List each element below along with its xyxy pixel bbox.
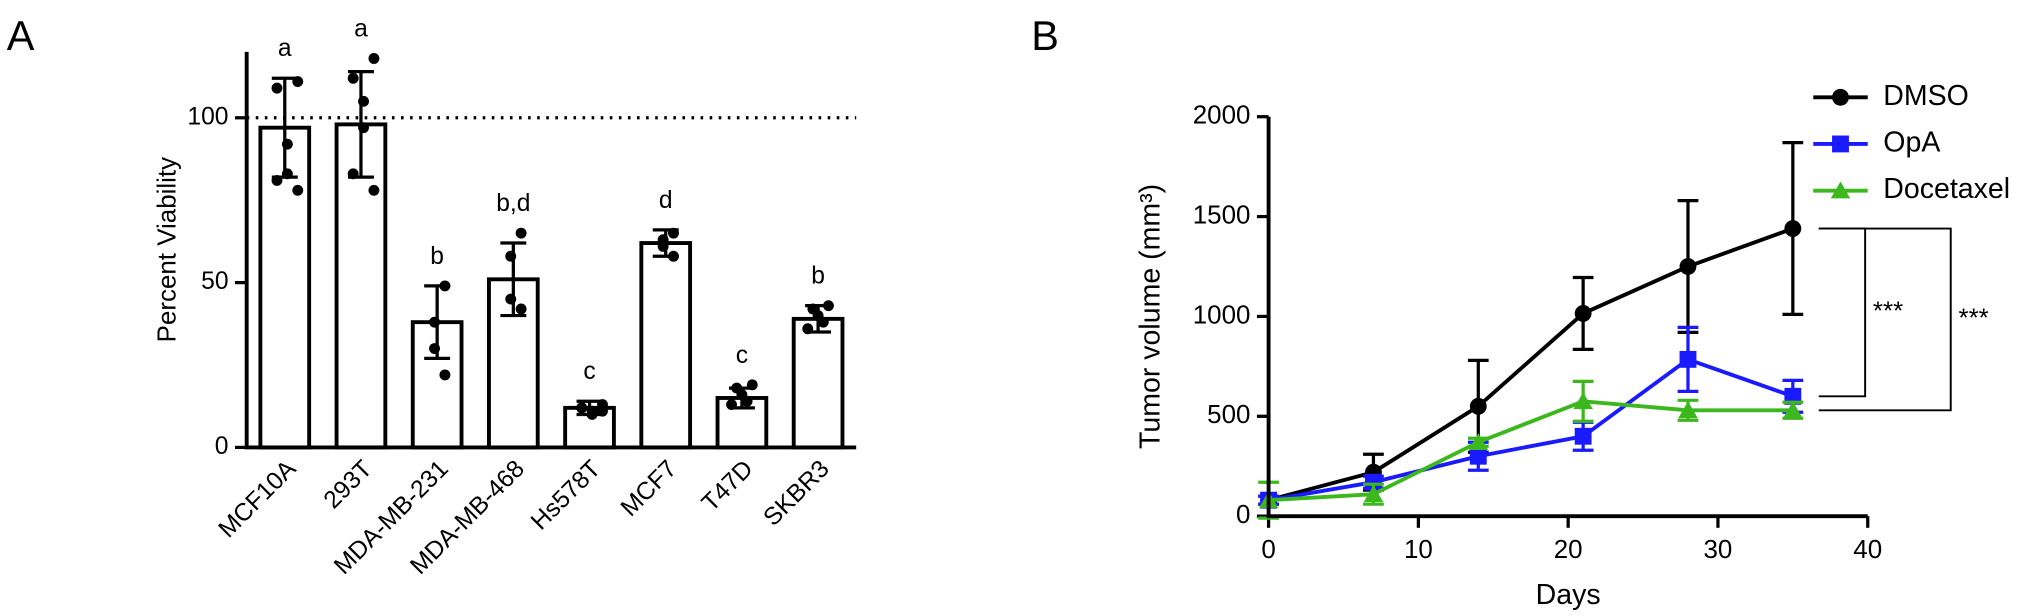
data-point [439,369,451,381]
data-point [1365,473,1382,491]
y-tick-label: 2000 [1193,102,1251,130]
significance-label: b [811,263,825,290]
data-point [657,240,669,252]
significance-label: a [354,15,368,42]
x-tick-label: 20 [1554,536,1583,564]
data-point [1573,392,1593,410]
significance-bracket [1818,227,1867,398]
data-point [347,72,359,84]
data-point [576,402,588,414]
significance-label: c [583,358,595,385]
bar [639,241,693,450]
data-point [1678,401,1698,419]
data-point [817,316,829,328]
annotation: *** [1959,304,1989,332]
series-line [1268,226,1794,503]
x-tick-label: 10 [1404,536,1433,564]
significance-label: d [659,187,673,214]
data-point [1784,220,1802,237]
data-point [429,316,441,328]
data-point [271,82,283,94]
data-point [597,405,608,417]
data-point [726,399,737,411]
data-point [347,168,359,180]
x-axis-label: Days [1536,579,1601,611]
legend-label: Docetaxel [1883,173,2010,205]
data-point [292,76,304,87]
x-tick-label: 293T [319,455,378,514]
x-tick-label: 40 [1853,536,1882,564]
x-tick-label: 30 [1704,536,1733,564]
data-point [358,95,370,107]
y-axis-label: Percent Viability [154,157,182,342]
y-tick-label: 0 [1236,501,1250,529]
bar [258,125,312,450]
annotation: *** [1873,297,1903,325]
data-point [515,303,527,315]
x-tick-label: 0 [1261,536,1275,564]
x-tick-label: SKBR3 [759,455,835,531]
data-point [741,395,753,407]
series-line [1268,399,1793,503]
data-point [668,250,679,262]
series-line [1268,357,1794,503]
legend-label: DMSO [1883,80,1969,112]
data-point [429,343,441,354]
data-point [1783,401,1803,419]
data-point [1679,258,1697,275]
significance-bracket [1818,227,1952,412]
legend-marker [1832,88,1849,106]
data-point [358,122,370,134]
y-tick-label: 50 [201,268,228,295]
data-point [823,300,834,312]
axes [1266,116,1868,519]
legend-marker [1832,135,1849,153]
significance-label: b [430,243,444,270]
significance-label: a [278,35,292,62]
x-tick-label: T47D [697,455,759,517]
data-point [505,293,517,305]
y-tick-label: 1000 [1193,301,1251,329]
data-point [1468,433,1489,451]
data-point [368,184,380,196]
data-point [1363,485,1384,502]
data-point [1574,305,1592,322]
data-point [439,280,451,292]
axes [244,51,857,450]
data-point [1469,397,1487,415]
legend-marker [1830,181,1851,199]
data-point [1574,427,1592,445]
legend-label: OpA [1883,126,1940,158]
data-point [1784,387,1802,405]
y-tick-label: 500 [1207,401,1250,429]
data-point [281,168,293,180]
data-point [271,174,283,186]
bar [791,316,845,450]
x-tick-label: MCF7 [616,455,683,522]
significance-label: b,d [496,190,530,217]
data-point [746,379,758,391]
y-tick-label: 0 [215,433,229,460]
y-tick-label: 1500 [1193,201,1251,229]
significance-label: c [736,342,748,369]
data-point [668,227,679,239]
data-point [292,184,304,196]
data-point [505,250,517,262]
data-point [1679,350,1697,368]
data-point [802,323,814,335]
panel-label: B [1031,12,1059,59]
x-tick-label: MCF10A [214,455,302,543]
data-point [515,227,527,239]
y-axis-label: Tumor volume (mm³) [1134,184,1166,449]
data-point [1469,447,1487,465]
x-tick-label: Hs578T [526,455,606,535]
data-point [368,53,380,64]
data-point [281,138,293,150]
panel-label: A [7,12,35,59]
data-point [586,409,598,420]
y-tick-label: 100 [187,103,228,130]
